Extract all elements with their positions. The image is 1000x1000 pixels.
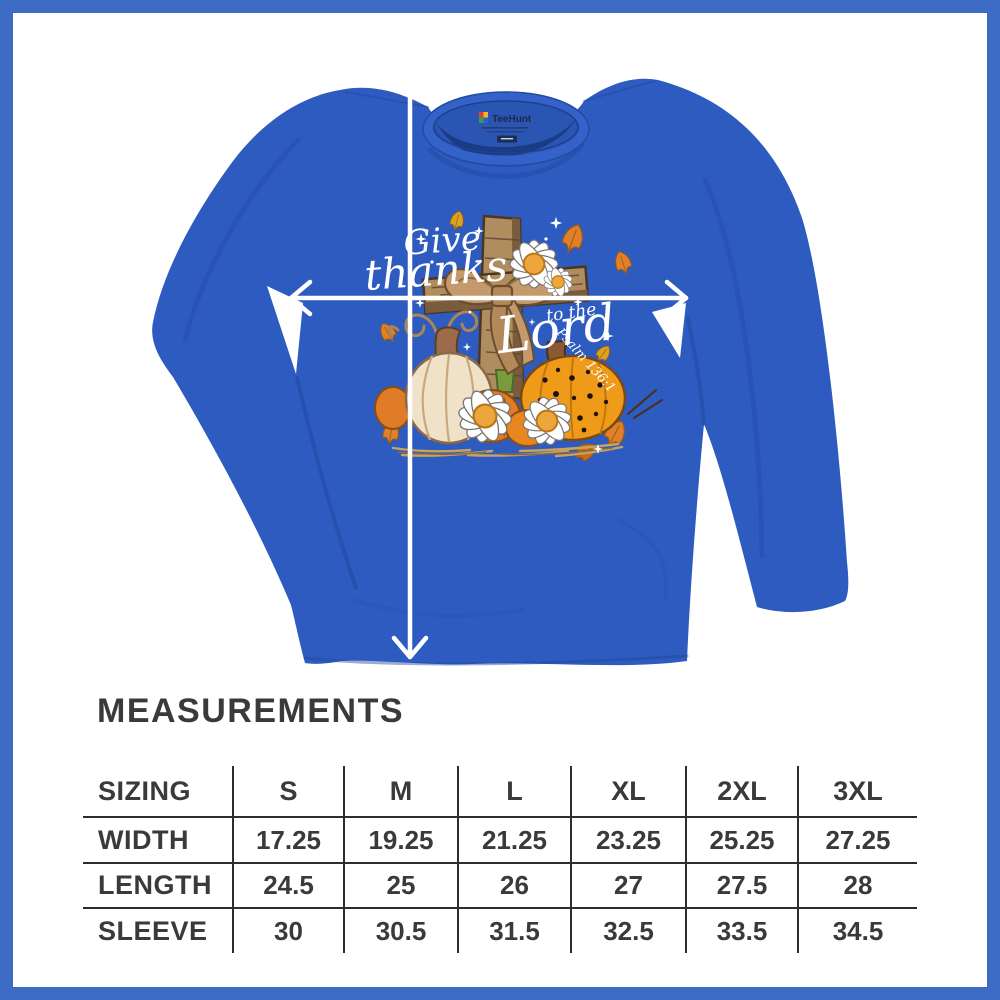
width-value-xl: 23.25 <box>570 816 685 862</box>
sleeve-value-m: 30.5 <box>343 907 457 953</box>
section-title: MEASUREMENTS <box>97 692 405 730</box>
table-header-size-s: S <box>232 766 343 816</box>
width-arrow <box>288 279 689 317</box>
width-value-m: 19.25 <box>343 816 457 862</box>
table-row-label-sleeve: SLEEVE <box>83 907 232 953</box>
pumpkin-vines <box>387 310 479 338</box>
size-chart-table: SIZING S M L XL 2XL 3XL WIDTH 17.25 19.2… <box>83 766 917 953</box>
sleeve-value-l: 31.5 <box>457 907 570 953</box>
table-row-label-length: LENGTH <box>83 862 232 907</box>
brand-label-text: TeeHunt <box>492 114 532 125</box>
sparkles <box>415 216 614 454</box>
length-value-s: 24.5 <box>232 862 343 907</box>
sleeve-value-3xl: 34.5 <box>797 907 917 953</box>
table-header-size-m: M <box>343 766 457 816</box>
length-value-2xl: 27.5 <box>685 862 797 907</box>
length-value-3xl: 28 <box>797 862 917 907</box>
brand-label: TeeHunt <box>479 112 532 143</box>
twigs <box>627 389 663 419</box>
table-row-label-width: WIDTH <box>83 816 232 862</box>
sleeve-value-s: 30 <box>232 907 343 953</box>
width-value-3xl: 27.25 <box>797 816 917 862</box>
collar <box>422 91 590 167</box>
length-value-m: 25 <box>343 862 457 907</box>
table-header-size-l: L <box>457 766 570 816</box>
width-value-s: 17.25 <box>232 816 343 862</box>
length-arrow <box>391 68 429 660</box>
width-value-2xl: 25.25 <box>685 816 797 862</box>
table-header-sizing: SIZING <box>98 775 192 806</box>
table-header-size-2xl: 2XL <box>685 766 797 816</box>
width-value-l: 21.25 <box>457 816 570 862</box>
thanks-text: thanks <box>363 241 509 300</box>
sleeve-value-2xl: 33.5 <box>685 907 797 953</box>
sleeve-value-xl: 32.5 <box>570 907 685 953</box>
length-value-l: 26 <box>457 862 570 907</box>
table-header-size-3xl: 3XL <box>797 766 917 816</box>
table-header-size-xl: XL <box>570 766 685 816</box>
length-value-xl: 27 <box>570 862 685 907</box>
give-text: Give <box>402 218 482 263</box>
